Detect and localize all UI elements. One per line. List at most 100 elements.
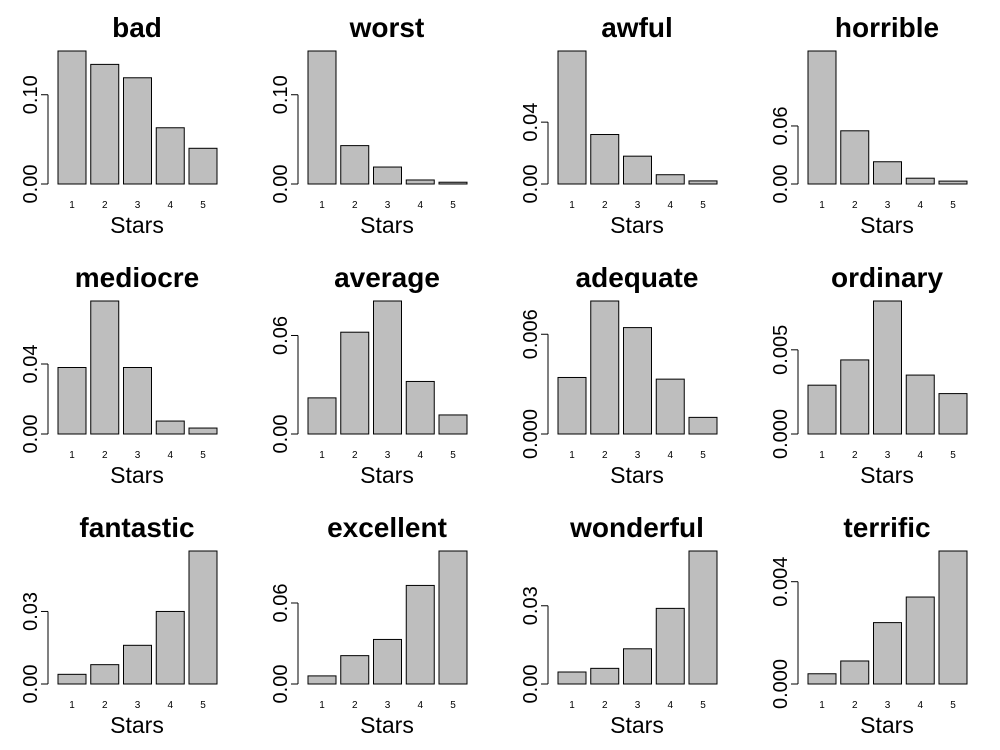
x-tick-label: 3 <box>635 700 641 711</box>
bar <box>90 664 120 685</box>
bar <box>57 673 87 685</box>
bar <box>307 397 337 435</box>
bar <box>557 50 587 185</box>
x-tick-label: 3 <box>135 450 141 461</box>
y-tick-label: 0.00 <box>270 665 292 704</box>
bar <box>655 174 685 185</box>
bar <box>623 155 652 185</box>
panel: worst 0.00 0.10 1 2 3 4 5 Stars <box>270 12 468 238</box>
x-tick-label: 1 <box>819 450 825 461</box>
x-tick-label: 2 <box>602 700 608 711</box>
x-tick-label: 2 <box>102 450 108 461</box>
bar <box>655 378 685 435</box>
y-tick-label: 0.06 <box>270 316 292 355</box>
bar <box>340 145 370 185</box>
bar <box>590 134 620 185</box>
x-tick-label: 2 <box>852 450 858 461</box>
x-tick-label: 5 <box>700 450 706 461</box>
panel: mediocre 0.00 0.04 1 2 3 4 5 Stars <box>20 262 218 488</box>
y-tick-label: 0.03 <box>20 592 42 631</box>
x-tick-label: 4 <box>167 200 173 211</box>
y-tick-label: 0.00 <box>20 415 42 454</box>
x-tick-label: 1 <box>69 200 75 211</box>
y-tick-label: 0.04 <box>20 345 42 384</box>
bar <box>155 610 185 685</box>
bar <box>438 550 468 685</box>
bar <box>123 77 152 185</box>
x-tick-label: 5 <box>950 700 956 711</box>
y-tick-label: 0.006 <box>520 309 542 359</box>
x-tick-label: 1 <box>69 450 75 461</box>
bar <box>938 180 968 185</box>
y-tick-label: 0.00 <box>20 665 42 704</box>
x-tick-label: 4 <box>917 450 923 461</box>
bar <box>905 177 935 185</box>
x-tick-label: 3 <box>135 700 141 711</box>
y-tick-label: 0.04 <box>520 103 542 142</box>
bar <box>688 416 718 435</box>
x-tick-label: 3 <box>885 200 891 211</box>
bar <box>905 374 935 435</box>
x-tick-label: 3 <box>135 200 141 211</box>
x-tick-label: 1 <box>319 450 325 461</box>
chart-title: mediocre <box>75 262 200 293</box>
bar <box>807 50 837 185</box>
y-tick-label: 0.000 <box>520 409 542 459</box>
bar <box>340 655 370 685</box>
bar <box>590 667 620 685</box>
bar <box>938 550 968 685</box>
bar <box>188 147 218 185</box>
x-tick-label: 3 <box>385 450 391 461</box>
x-axis-label: Stars <box>110 712 164 738</box>
bar <box>188 427 218 435</box>
x-tick-label: 1 <box>69 700 75 711</box>
x-tick-label: 4 <box>417 200 423 211</box>
x-axis-label: Stars <box>860 462 914 488</box>
bar <box>557 671 587 685</box>
bar <box>405 380 435 435</box>
bar <box>438 181 468 185</box>
y-tick-label: 0.00 <box>520 665 542 704</box>
x-tick-label: 3 <box>885 450 891 461</box>
bar <box>688 550 718 685</box>
x-tick-label: 2 <box>352 200 358 211</box>
x-tick-label: 2 <box>852 200 858 211</box>
y-tick-label: 0.00 <box>270 415 292 454</box>
y-tick-label: 0.00 <box>520 165 542 204</box>
x-tick-label: 2 <box>352 450 358 461</box>
bar <box>807 384 837 435</box>
y-tick-label: 0.00 <box>770 165 792 204</box>
x-tick-label: 1 <box>569 700 575 711</box>
y-tick-label: 0.000 <box>770 409 792 459</box>
bar <box>807 673 837 685</box>
bar <box>590 300 620 435</box>
x-axis-label: Stars <box>110 212 164 238</box>
x-tick-label: 1 <box>569 450 575 461</box>
x-tick-label: 2 <box>602 450 608 461</box>
panel: wonderful 0.00 0.03 1 2 3 4 5 Stars <box>520 512 718 738</box>
panel: fantastic 0.00 0.03 1 2 3 4 5 Stars <box>20 512 218 738</box>
bar <box>873 622 902 685</box>
x-axis-label: Stars <box>360 712 414 738</box>
y-tick-label: 0.10 <box>270 75 292 114</box>
x-tick-label: 1 <box>819 700 825 711</box>
bar <box>373 166 402 185</box>
x-tick-label: 5 <box>700 200 706 211</box>
bar <box>840 660 870 685</box>
x-tick-label: 5 <box>200 450 206 461</box>
chart-title: awful <box>601 12 673 43</box>
bar <box>123 367 152 435</box>
x-tick-label: 4 <box>167 700 173 711</box>
panel: bad 0.00 0.10 1 2 3 4 5 Stars <box>20 12 218 238</box>
y-tick-label: 0.06 <box>770 106 792 145</box>
x-tick-label: 2 <box>352 700 358 711</box>
bar <box>438 414 468 435</box>
chart-title: wonderful <box>569 512 704 543</box>
panel: awful 0.00 0.04 1 2 3 4 5 Stars <box>520 12 718 238</box>
bar <box>57 50 87 185</box>
bar <box>57 367 87 435</box>
x-tick-label: 1 <box>319 700 325 711</box>
x-tick-label: 4 <box>917 200 923 211</box>
x-tick-label: 2 <box>602 200 608 211</box>
panel: terrific 0.000 0.004 1 2 3 4 5 Stars <box>770 512 968 738</box>
